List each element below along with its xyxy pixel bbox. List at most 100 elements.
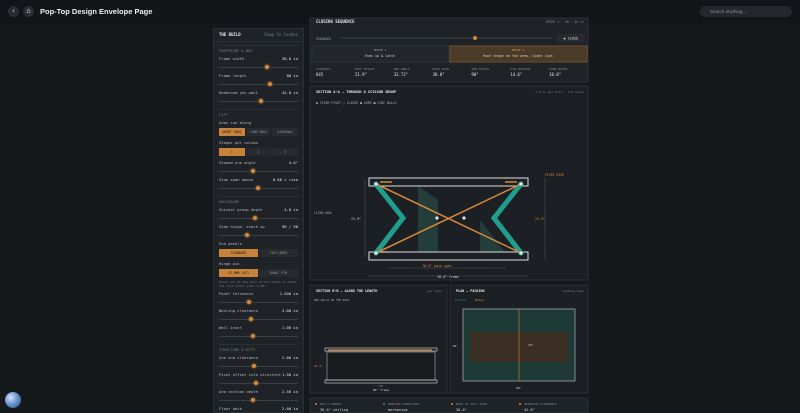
stat-value: 21.9" (355, 72, 367, 77)
slider[interactable] (219, 80, 298, 89)
dim-label: 32.7° (380, 250, 389, 254)
control-row: Wall inset 1.00 in (219, 324, 298, 332)
control-label: Arm section depth (219, 389, 258, 394)
control-row: Arm end clearance 2.00 in (219, 354, 298, 362)
option-button[interactable]: STANDARD (219, 249, 258, 257)
footer-label: HEADROOM CLEARANCE (524, 402, 557, 406)
slider-thumb[interactable] (247, 300, 252, 304)
slider-thumb[interactable] (267, 82, 272, 86)
slider-thumb[interactable] (250, 169, 255, 173)
control-note: Pinch pin at the ends of arm where it me… (219, 280, 297, 288)
slider[interactable] (219, 167, 298, 176)
control-label: Stages per column (219, 140, 258, 145)
phase-desc: Roof drops on the arms, sides lock (483, 54, 552, 58)
slider-thumb[interactable] (245, 233, 250, 237)
dim-label: 80" frame (373, 388, 389, 392)
option-group: SHORT ENDS LONG ENDS DIAGONAL (219, 128, 299, 136)
option-button[interactable]: 2 (245, 148, 272, 156)
slider-thumb[interactable] (256, 186, 261, 190)
option-button[interactable]: SHORT ENDS (219, 128, 245, 136)
slider-thumb[interactable] (252, 364, 257, 368)
slider[interactable] (219, 379, 298, 388)
phase-desc: Ends up & latch (365, 54, 396, 58)
slider[interactable] (219, 332, 298, 341)
slider[interactable] (219, 184, 298, 193)
stat-value: 645 (316, 72, 324, 77)
orange-arms (375, 181, 522, 254)
control-row: Frame length 80 in (219, 72, 298, 80)
control-value: 1.50 in (281, 372, 298, 377)
slider[interactable] (219, 214, 298, 223)
pivots (374, 182, 523, 255)
slider-thumb[interactable] (250, 334, 255, 338)
option-button[interactable]: TOP-LINER (259, 249, 298, 257)
control-label: Pivot offset into structure (219, 372, 281, 377)
slider-thumb[interactable] (249, 317, 254, 321)
slider[interactable] (219, 298, 298, 307)
control-value: 1.00 in (281, 325, 298, 330)
control-label: Stowed arm angle (219, 160, 256, 165)
footer-value: mechanism (388, 408, 407, 412)
control-row: Floor deck 2.00 in (219, 405, 298, 412)
base-bar (368, 251, 529, 261)
sidebar-header: THE BUILD Snap to inches (214, 29, 303, 42)
phase-2[interactable] (449, 45, 588, 63)
plan-panel (449, 284, 589, 394)
slider-thumb[interactable] (251, 398, 256, 402)
sidebar-hint[interactable]: Snap to inches (264, 32, 298, 37)
control-label: Headroom you want (219, 90, 258, 95)
slider-thumb[interactable] (252, 216, 257, 220)
slider[interactable] (219, 231, 298, 240)
control-row: Headroom you want 42.0 in (219, 89, 298, 97)
option-group: STANDARD TOP-LINER (219, 249, 298, 257)
slider-thumb[interactable] (253, 381, 258, 385)
back-button[interactable]: ‹ (8, 6, 19, 17)
close-button-label[interactable]: ▶ CLOSE (564, 37, 578, 41)
sequence-panel (309, 17, 589, 83)
option-button[interactable]: DIAGONAL (272, 128, 299, 136)
option-button[interactable]: 12.0MM (SS) (219, 269, 258, 277)
slider[interactable] (219, 362, 298, 371)
control-value: 1.500 in (279, 291, 298, 296)
control-value: 0.60 × rise (272, 177, 298, 182)
stat-label: ROOF HEIGHT (355, 67, 375, 71)
stat-label: PIN TENSION (510, 67, 530, 71)
option-button[interactable]: 1 (219, 148, 245, 156)
plan-box (462, 308, 576, 382)
dim-label: 50.0" frame (437, 275, 458, 279)
slider[interactable] (219, 97, 298, 106)
stat-value: 14.6" (510, 72, 522, 77)
control-label: Frame length (219, 73, 247, 78)
slider-thumb[interactable] (264, 65, 269, 69)
section-heading: LIFT (219, 109, 298, 119)
control-row: Hinge pin (219, 260, 298, 268)
slider[interactable] (219, 63, 298, 72)
section-a-panel (309, 85, 589, 281)
slider-thumb[interactable] (258, 99, 263, 103)
dim-label: 24.9" (535, 217, 545, 221)
phase-name: PHASE 1 (374, 48, 387, 52)
section-b-title: SECTION B-B — ALONG THE LENGTH (316, 289, 377, 293)
option-button[interactable]: 3 (272, 148, 299, 156)
stat-label: BASE SPAN (433, 67, 449, 71)
section-a-title: SECTION A-A — THROUGH A SCISSOR GROUP (316, 90, 397, 94)
plan-title: PLAN — PACKING (456, 289, 485, 293)
option-button[interactable]: LONG ENDS (245, 128, 272, 136)
option-button[interactable]: DOWEL PIN (259, 269, 298, 277)
control-row: Arm section depth 2.50 in (219, 388, 298, 396)
avatar[interactable] (5, 392, 21, 408)
top-bar: ‹ ⌂ Pop-Top Design Envelope Page Search … (0, 0, 800, 24)
search-box[interactable]: Search anything... (700, 6, 792, 17)
phase-1[interactable] (311, 45, 450, 63)
footer-value: 38.0" (456, 408, 467, 412)
section-b-panel (309, 284, 448, 394)
close-button[interactable] (557, 34, 585, 42)
home-button[interactable]: ⌂ (23, 6, 34, 17)
slider[interactable] (219, 315, 298, 324)
control-label: Panel thickness (219, 291, 254, 296)
slider[interactable] (219, 396, 298, 405)
sequence-thumb[interactable] (473, 36, 477, 40)
section-heading: FOOTPRINT & BOX (219, 45, 298, 55)
